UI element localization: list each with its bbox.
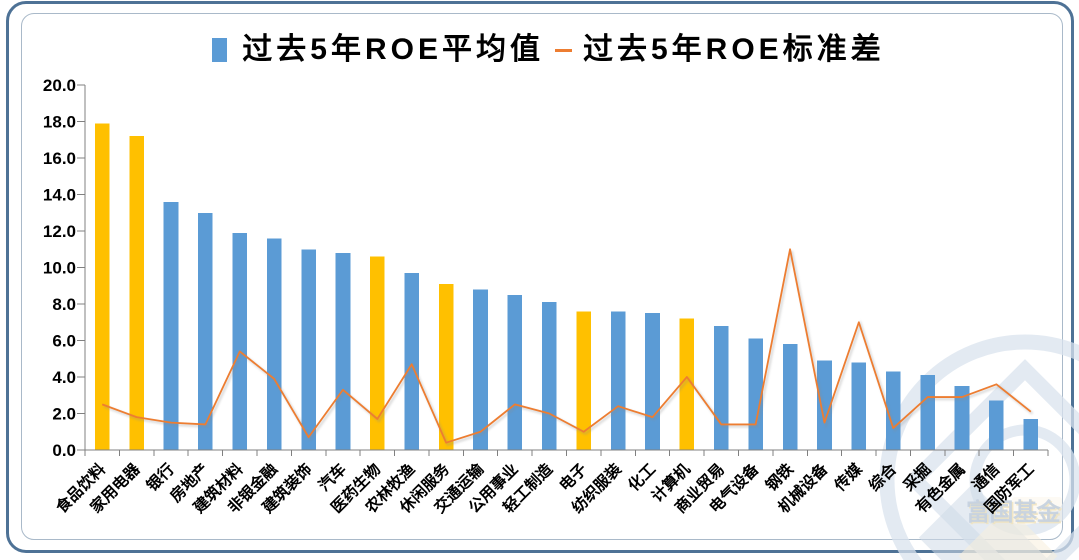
roe-avg-bar	[920, 375, 935, 450]
roe-avg-bar	[266, 238, 282, 450]
legend-label-avg: 过去5年ROE平均值	[242, 33, 544, 66]
y-axis-label: 4.0	[52, 368, 76, 387]
y-axis-label: 8.0	[52, 295, 76, 314]
y-axis-label: 14.0	[43, 186, 76, 205]
roe-avg-bar	[232, 232, 248, 450]
y-axis-label: 10.0	[43, 259, 76, 278]
roe-avg-bar	[954, 386, 970, 451]
card-inner-border	[21, 13, 1063, 540]
x-axis-label: 传媒	[830, 459, 866, 495]
roe-avg-bar	[542, 302, 557, 450]
watermark-text: 富国基金	[966, 498, 1061, 526]
legend-label-std: 过去5年ROE标准差	[583, 33, 885, 66]
y-axis-label: 12.0	[43, 222, 76, 241]
roe-avg-bar	[679, 318, 695, 450]
y-axis-label: 18.0	[43, 113, 76, 132]
chart-legend: 过去5年ROE平均值 过去5年ROE标准差	[9, 30, 1079, 70]
roe-std-line	[101, 248, 1032, 444]
y-axis-label: 6.0	[52, 332, 76, 351]
roe-avg-bar	[335, 252, 351, 450]
watermark-ring	[879, 334, 1079, 560]
roe-avg-bar	[885, 371, 901, 450]
roe-avg-bar	[370, 256, 385, 450]
watermark-text-shadow: 富国基金	[968, 500, 1063, 528]
y-axis-label: 2.0	[52, 405, 76, 424]
roe-avg-bar	[404, 272, 420, 450]
watermark-gold-tile	[1012, 497, 1062, 523]
roe-avg-bar	[129, 136, 144, 450]
roe-avg-bar	[713, 325, 729, 450]
line-series-swatch	[555, 48, 572, 52]
roe-avg-bar	[645, 313, 660, 451]
watermark-cream-diamond	[958, 506, 1058, 560]
roe-avg-bar	[94, 123, 110, 450]
roe-avg-bar	[507, 294, 523, 451]
roe-avg-bar	[163, 201, 179, 450]
roe-avg-bar	[438, 283, 454, 450]
card-outer-border	[6, 1, 1074, 553]
bar-series-swatch	[212, 38, 228, 62]
roe-avg-bar	[576, 311, 591, 450]
roe-avg-bar	[851, 362, 867, 450]
roe-avg-bar	[301, 249, 316, 450]
y-axis-label: 16.0	[43, 149, 76, 168]
roe-avg-bar	[473, 289, 488, 450]
roe-avg-bar	[1023, 418, 1039, 450]
roe-avg-bar	[989, 400, 1004, 451]
roe-avg-bar	[198, 212, 213, 450]
roe-avg-bar	[782, 344, 798, 450]
watermark-bottom-band	[918, 483, 1079, 560]
y-axis-label: 20.0	[43, 76, 76, 95]
roe-avg-bar	[817, 360, 832, 450]
roe-avg-bar	[610, 311, 626, 450]
y-axis-label: 0.0	[52, 441, 76, 460]
